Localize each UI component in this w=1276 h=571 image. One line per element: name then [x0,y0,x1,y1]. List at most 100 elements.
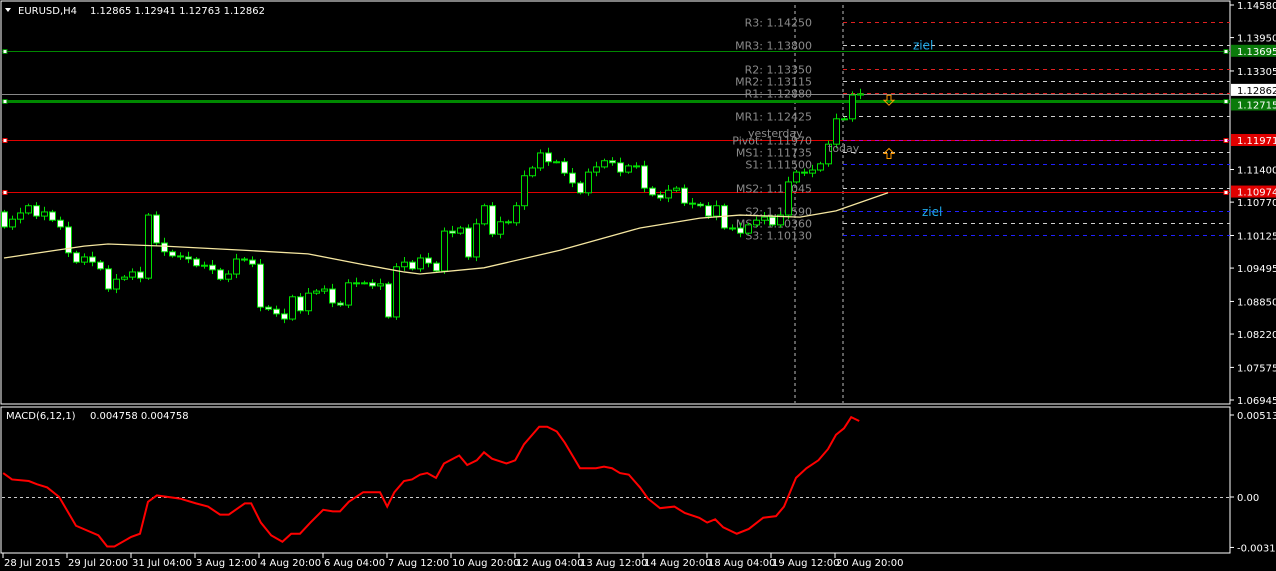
candle [401,261,408,268]
candle [521,175,528,207]
candle [697,203,704,207]
candle [265,306,272,310]
candle [809,169,816,174]
macd-name: MACD(6,12,1) [6,411,76,422]
price-tick-label: 1.13950 [1237,34,1276,45]
candle [745,224,752,234]
time-tick-label: 12 Aug 04:00 [516,558,583,569]
candle [393,266,400,318]
candle [577,182,584,194]
time-tick-label: 18 Aug 04:00 [708,558,775,569]
line-handle[interactable] [2,190,8,195]
pivot-label: R2: 1.13350 [745,64,812,77]
pivot-label: R3: 1.14250 [745,17,812,30]
candle [185,256,192,260]
candle [593,166,600,173]
time-tick-label: 10 Aug 20:00 [452,558,519,569]
candle [409,261,416,270]
candle [25,205,32,214]
candle [209,264,216,271]
candle [857,93,864,96]
candle [569,172,576,184]
candle [361,282,368,285]
macd-tick-label: -0.003159 [1237,543,1276,554]
candle [657,194,664,199]
candle [801,171,808,174]
chart-symbol: EURUSD,H4 [18,6,77,17]
chart-ohlc: 1.12865 1.12941 1.12763 1.12862 [90,6,265,17]
candle [81,256,88,263]
candle [449,230,456,234]
line-handle[interactable] [2,49,8,54]
candle [617,162,624,173]
candle [41,211,48,217]
price-tag-label: 1.12715 [1237,100,1276,111]
candle [553,161,560,164]
candle [345,282,352,306]
time-tick-label: 13 Aug 12:00 [580,558,647,569]
line-handle[interactable] [1223,49,1229,54]
candle [633,165,640,168]
time-tick-label: 4 Aug 20:00 [260,558,321,569]
time-tick-label: 29 Jul 20:00 [68,558,128,569]
candle [9,218,16,228]
chart-menu-triangle-icon[interactable] [5,8,11,12]
time-tick-label: 20 Aug 20:00 [836,558,903,569]
candle [769,216,776,226]
candle [777,214,784,226]
price-tick-label: 1.07575 [1237,363,1276,374]
candle [1,211,8,228]
time-tick-label: 19 Aug 12:00 [772,558,839,569]
candle [681,187,688,204]
candle [841,118,848,121]
pivot-label: MR2: 1.13115 [735,76,812,89]
line-handle[interactable] [2,138,8,143]
price-tag [1231,44,1276,57]
arrow-down-icon [882,94,896,106]
line-handle[interactable] [1223,190,1229,195]
time-tick-label: 14 Aug 20:00 [644,558,711,569]
main-pane-frame [0,0,1231,405]
candle [369,282,376,287]
price-tag-label: 1.13695 [1237,47,1276,58]
candle [353,282,360,285]
price-tag-label: 1.12862 [1237,86,1276,97]
moving-average-line [3,192,889,275]
price-tick-label: 1.09495 [1237,264,1276,275]
candle [601,160,608,168]
candle [665,189,672,199]
candle [65,226,72,254]
candle [537,152,544,169]
pivot-label: MR3: 1.13800 [735,40,812,53]
macd-line [2,415,860,548]
candle [481,205,488,225]
candle [73,252,80,263]
price-tag [1231,133,1276,146]
candle [849,94,856,120]
candle [249,259,256,265]
price-tick-label: 1.08850 [1237,297,1276,308]
line-handle[interactable] [2,99,8,104]
candle [233,258,240,275]
macd-tick-label: 0.005135 [1237,411,1276,422]
pivot-label: Pivot: 1.11970 [732,135,812,148]
candle [377,283,384,287]
macd-values: 0.004758 0.004758 [90,411,189,422]
candle [497,221,504,235]
ziel-label: ziel [913,38,933,52]
price-tick-label: 1.13305 [1237,67,1276,78]
candle [753,219,760,226]
candle [273,308,280,315]
candle [257,263,264,308]
pivot-label: MS1: 1.11735 [736,147,812,160]
line-handle[interactable] [1223,99,1229,104]
candle [289,296,296,320]
yesterday-label: yesterday [748,127,803,140]
ziel-label: ziel [922,205,942,219]
candle [737,227,744,234]
candle [513,205,520,224]
candle [57,219,64,228]
candle [225,273,232,280]
candle [793,171,800,183]
